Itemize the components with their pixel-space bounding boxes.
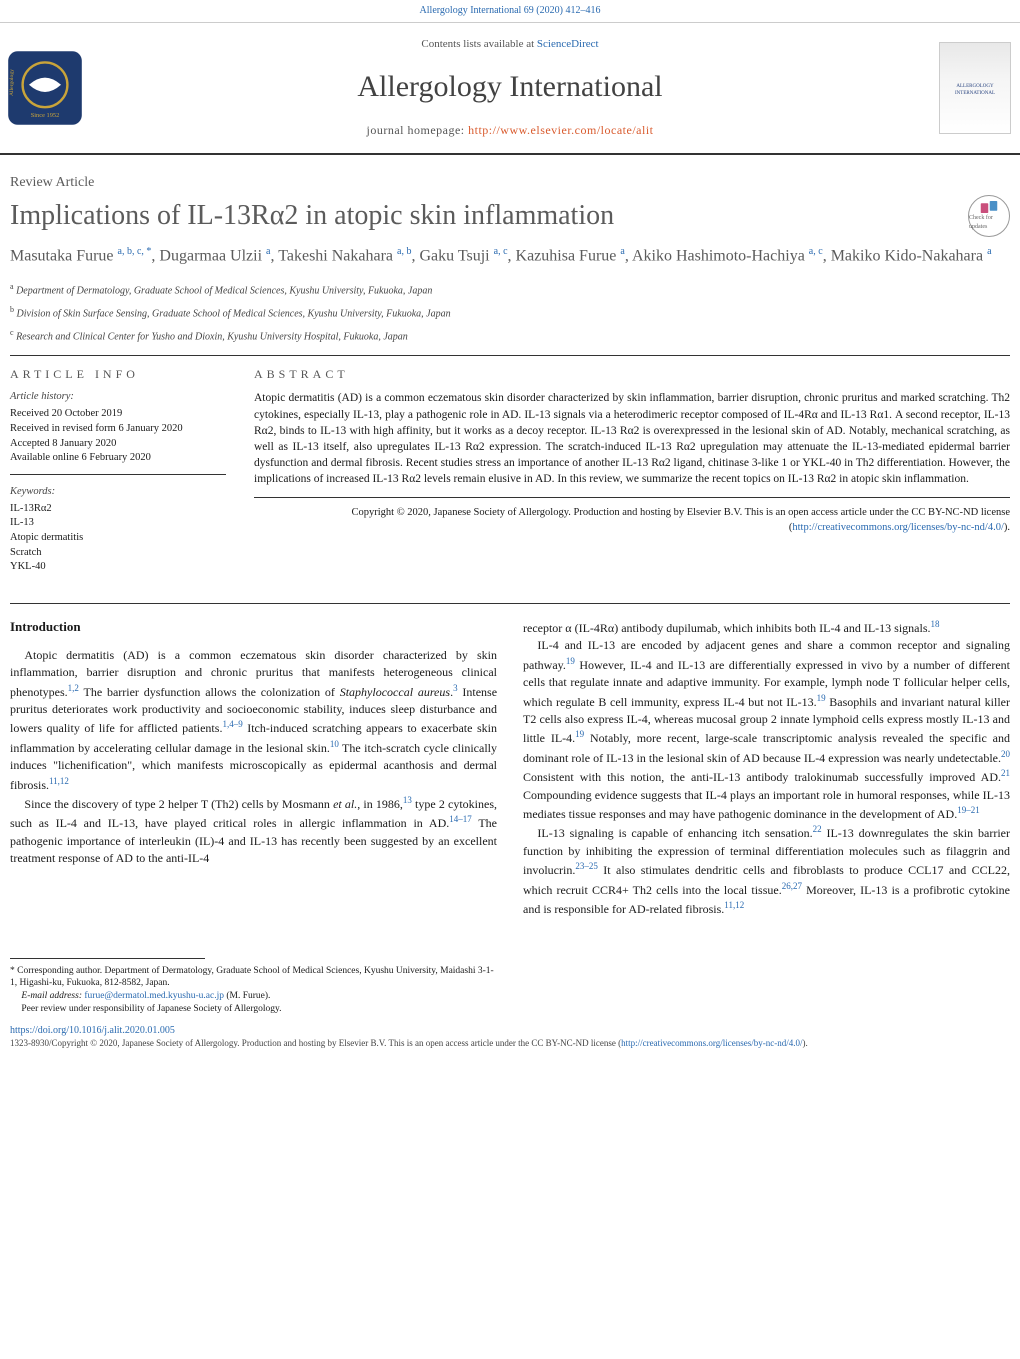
body-paragraph: IL-4 and IL-13 are encoded by adjacent g… (523, 637, 1010, 823)
info-abstract-row: ARTICLE INFO Article history: Received 2… (10, 355, 1010, 604)
keyword-item: YKL-40 (10, 560, 226, 575)
left-column: Introduction Atopic dermatitis (AD) is a… (10, 618, 497, 1016)
history-item: Received 20 October 2019 (10, 407, 226, 422)
body-italic: et al. (333, 797, 357, 811)
cc-license-link[interactable]: http://creativecommons.org/licenses/by-n… (792, 522, 1004, 533)
homepage-line: journal homepage: http://www.elsevier.co… (100, 122, 920, 139)
journal-header: Since 1952 Allergology Contents lists av… (0, 23, 1020, 155)
footnote-text: * Corresponding author. Department of De… (10, 965, 497, 991)
email-link[interactable]: furue@dermatol.med.kyushu-u.ac.jp (84, 991, 224, 1001)
homepage-link[interactable]: http://www.elsevier.com/locate/alit (468, 123, 653, 137)
footnote-email-suffix: (M. Furue). (224, 991, 270, 1001)
article-type: Review Article (0, 173, 1020, 193)
license-suffix: ). (802, 1038, 807, 1048)
society-logo: Since 1952 Allergology (0, 31, 90, 145)
ref-link[interactable]: 10 (330, 739, 339, 749)
keywords-label: Keywords: (10, 485, 226, 500)
ref-link[interactable]: 1,4–9 (222, 719, 242, 729)
keyword-item: Atopic dermatitis (10, 531, 226, 546)
journal-title: Allergology International (100, 66, 920, 108)
citation-link[interactable]: Allergology International 69 (2020) 412–… (420, 5, 601, 16)
body-paragraph: IL-13 signaling is capable of enhancing … (523, 823, 1010, 918)
affiliation: b Division of Skin Surface Sensing, Grad… (0, 304, 1020, 321)
history-item: Available online 6 February 2020 (10, 451, 226, 466)
contents-prefix: Contents lists available at (421, 38, 536, 50)
body-paragraph: Atopic dermatitis (AD) is a common eczem… (10, 647, 497, 794)
affiliation: a Department of Dermatology, Graduate Sc… (0, 281, 1020, 298)
body-italic: Staphylococcal aureus (340, 685, 450, 699)
homepage-prefix: journal homepage: (367, 123, 469, 137)
sciencedirect-link[interactable]: ScienceDirect (537, 38, 599, 50)
body-text: Consistent with this notion, the anti-IL… (523, 770, 1001, 784)
ref-link[interactable]: 14–17 (449, 814, 472, 824)
ref-link[interactable]: 11,12 (724, 900, 744, 910)
authors: Masutaka Furue a, b, c, *, Dugarmaa Ulzi… (0, 244, 1020, 268)
ref-link[interactable]: 19 (575, 729, 584, 739)
contents-line: Contents lists available at ScienceDirec… (100, 37, 920, 52)
history-item: Accepted 8 January 2020 (10, 437, 226, 452)
introduction-heading: Introduction (10, 618, 497, 637)
ref-link[interactable]: 19 (817, 693, 826, 703)
ref-link[interactable]: 19 (566, 656, 575, 666)
copyright-line: Copyright © 2020, Japanese Society of Al… (254, 506, 1010, 535)
abstract-text: Atopic dermatitis (AD) is a common eczem… (254, 390, 1010, 498)
svg-text:Allergology: Allergology (9, 69, 15, 96)
copyright-close: ). (1004, 522, 1010, 533)
right-column: receptor α (IL-4Rα) antibody dupilumab, … (523, 618, 1010, 1016)
footnote-peer-review: Peer review under responsibility of Japa… (10, 1003, 497, 1016)
body-text: Notably, more recent, large-scale transc… (523, 731, 1010, 764)
crossmark-icon (980, 200, 998, 214)
affiliation: c Research and Clinical Center for Yusho… (0, 327, 1020, 344)
ref-link[interactable]: 20 (1001, 749, 1010, 759)
keywords-block: Keywords: IL-13Rα2IL-13Atopic dermatitis… (10, 485, 226, 583)
license-prefix: 1323-8930/Copyright © 2020, Japanese Soc… (10, 1038, 621, 1048)
citation-header: Allergology International 69 (2020) 412–… (0, 0, 1020, 23)
ref-link[interactable]: 11,12 (49, 776, 69, 786)
ref-link[interactable]: 18 (931, 619, 940, 629)
body-paragraph: Since the discovery of type 2 helper T (… (10, 794, 497, 868)
body-text: IL-13 signaling is capable of enhancing … (537, 826, 812, 840)
keyword-item: Scratch (10, 546, 226, 561)
ref-link[interactable]: 22 (813, 824, 822, 834)
cover-image: ALLERGOLOGY INTERNATIONAL (939, 42, 1011, 134)
keyword-item: IL-13 (10, 516, 226, 531)
article-info-column: ARTICLE INFO Article history: Received 2… (10, 356, 240, 603)
footnote-email-label: E-mail address: (21, 991, 84, 1001)
svg-text:Since 1952: Since 1952 (31, 112, 60, 119)
body-text: Compounding evidence suggests that IL-4 … (523, 788, 1010, 821)
ref-link[interactable]: 13 (403, 795, 412, 805)
history-label: Article history: (10, 390, 226, 405)
abstract-column: ABSTRACT Atopic dermatitis (AD) is a com… (240, 356, 1010, 603)
body-text: The barrier dysfunction allows the colon… (79, 685, 340, 699)
article-title: Implications of IL-13Rα2 in atopic skin … (0, 199, 1020, 233)
ref-link[interactable]: 23–25 (575, 861, 598, 871)
body-text: , in 1986, (357, 797, 403, 811)
history-item: Received in revised form 6 January 2020 (10, 422, 226, 437)
crossmark-badge[interactable]: Check for updates (968, 195, 1010, 237)
ref-link[interactable]: 21 (1001, 768, 1010, 778)
page-footer: https://doi.org/10.1016/j.alit.2020.01.0… (0, 1016, 1020, 1064)
ref-link[interactable]: 1,2 (68, 683, 79, 693)
footnote-email-line: E-mail address: furue@dermatol.med.kyush… (10, 990, 497, 1003)
footnote-separator (10, 958, 205, 959)
ref-link[interactable]: 19–21 (957, 805, 980, 815)
license-line: 1323-8930/Copyright © 2020, Japanese Soc… (10, 1038, 1010, 1050)
crossmark-label: Check for updates (969, 214, 1009, 231)
body-text: receptor α (IL-4Rα) antibody dupilumab, … (523, 621, 931, 635)
abstract-heading: ABSTRACT (254, 366, 1010, 383)
journal-center: Contents lists available at ScienceDirec… (90, 31, 930, 145)
body-text: Since the discovery of type 2 helper T (… (24, 797, 333, 811)
corresponding-author-footnote: * Corresponding author. Department of De… (10, 965, 497, 1016)
jsa-logo-icon: Since 1952 Allergology (5, 48, 85, 128)
doi-link[interactable]: https://doi.org/10.1016/j.alit.2020.01.0… (10, 1024, 1010, 1038)
ref-link[interactable]: 26,27 (782, 881, 802, 891)
keyword-item: IL-13Rα2 (10, 502, 226, 517)
body-paragraph: receptor α (IL-4Rα) antibody dupilumab, … (523, 618, 1010, 637)
article-history-block: Article history: Received 20 October 201… (10, 390, 226, 474)
license-link[interactable]: http://creativecommons.org/licenses/by-n… (621, 1038, 802, 1048)
body-columns: Introduction Atopic dermatitis (AD) is a… (0, 604, 1020, 1016)
cover-thumbnail: ALLERGOLOGY INTERNATIONAL (930, 31, 1020, 145)
article-info-heading: ARTICLE INFO (10, 366, 226, 383)
